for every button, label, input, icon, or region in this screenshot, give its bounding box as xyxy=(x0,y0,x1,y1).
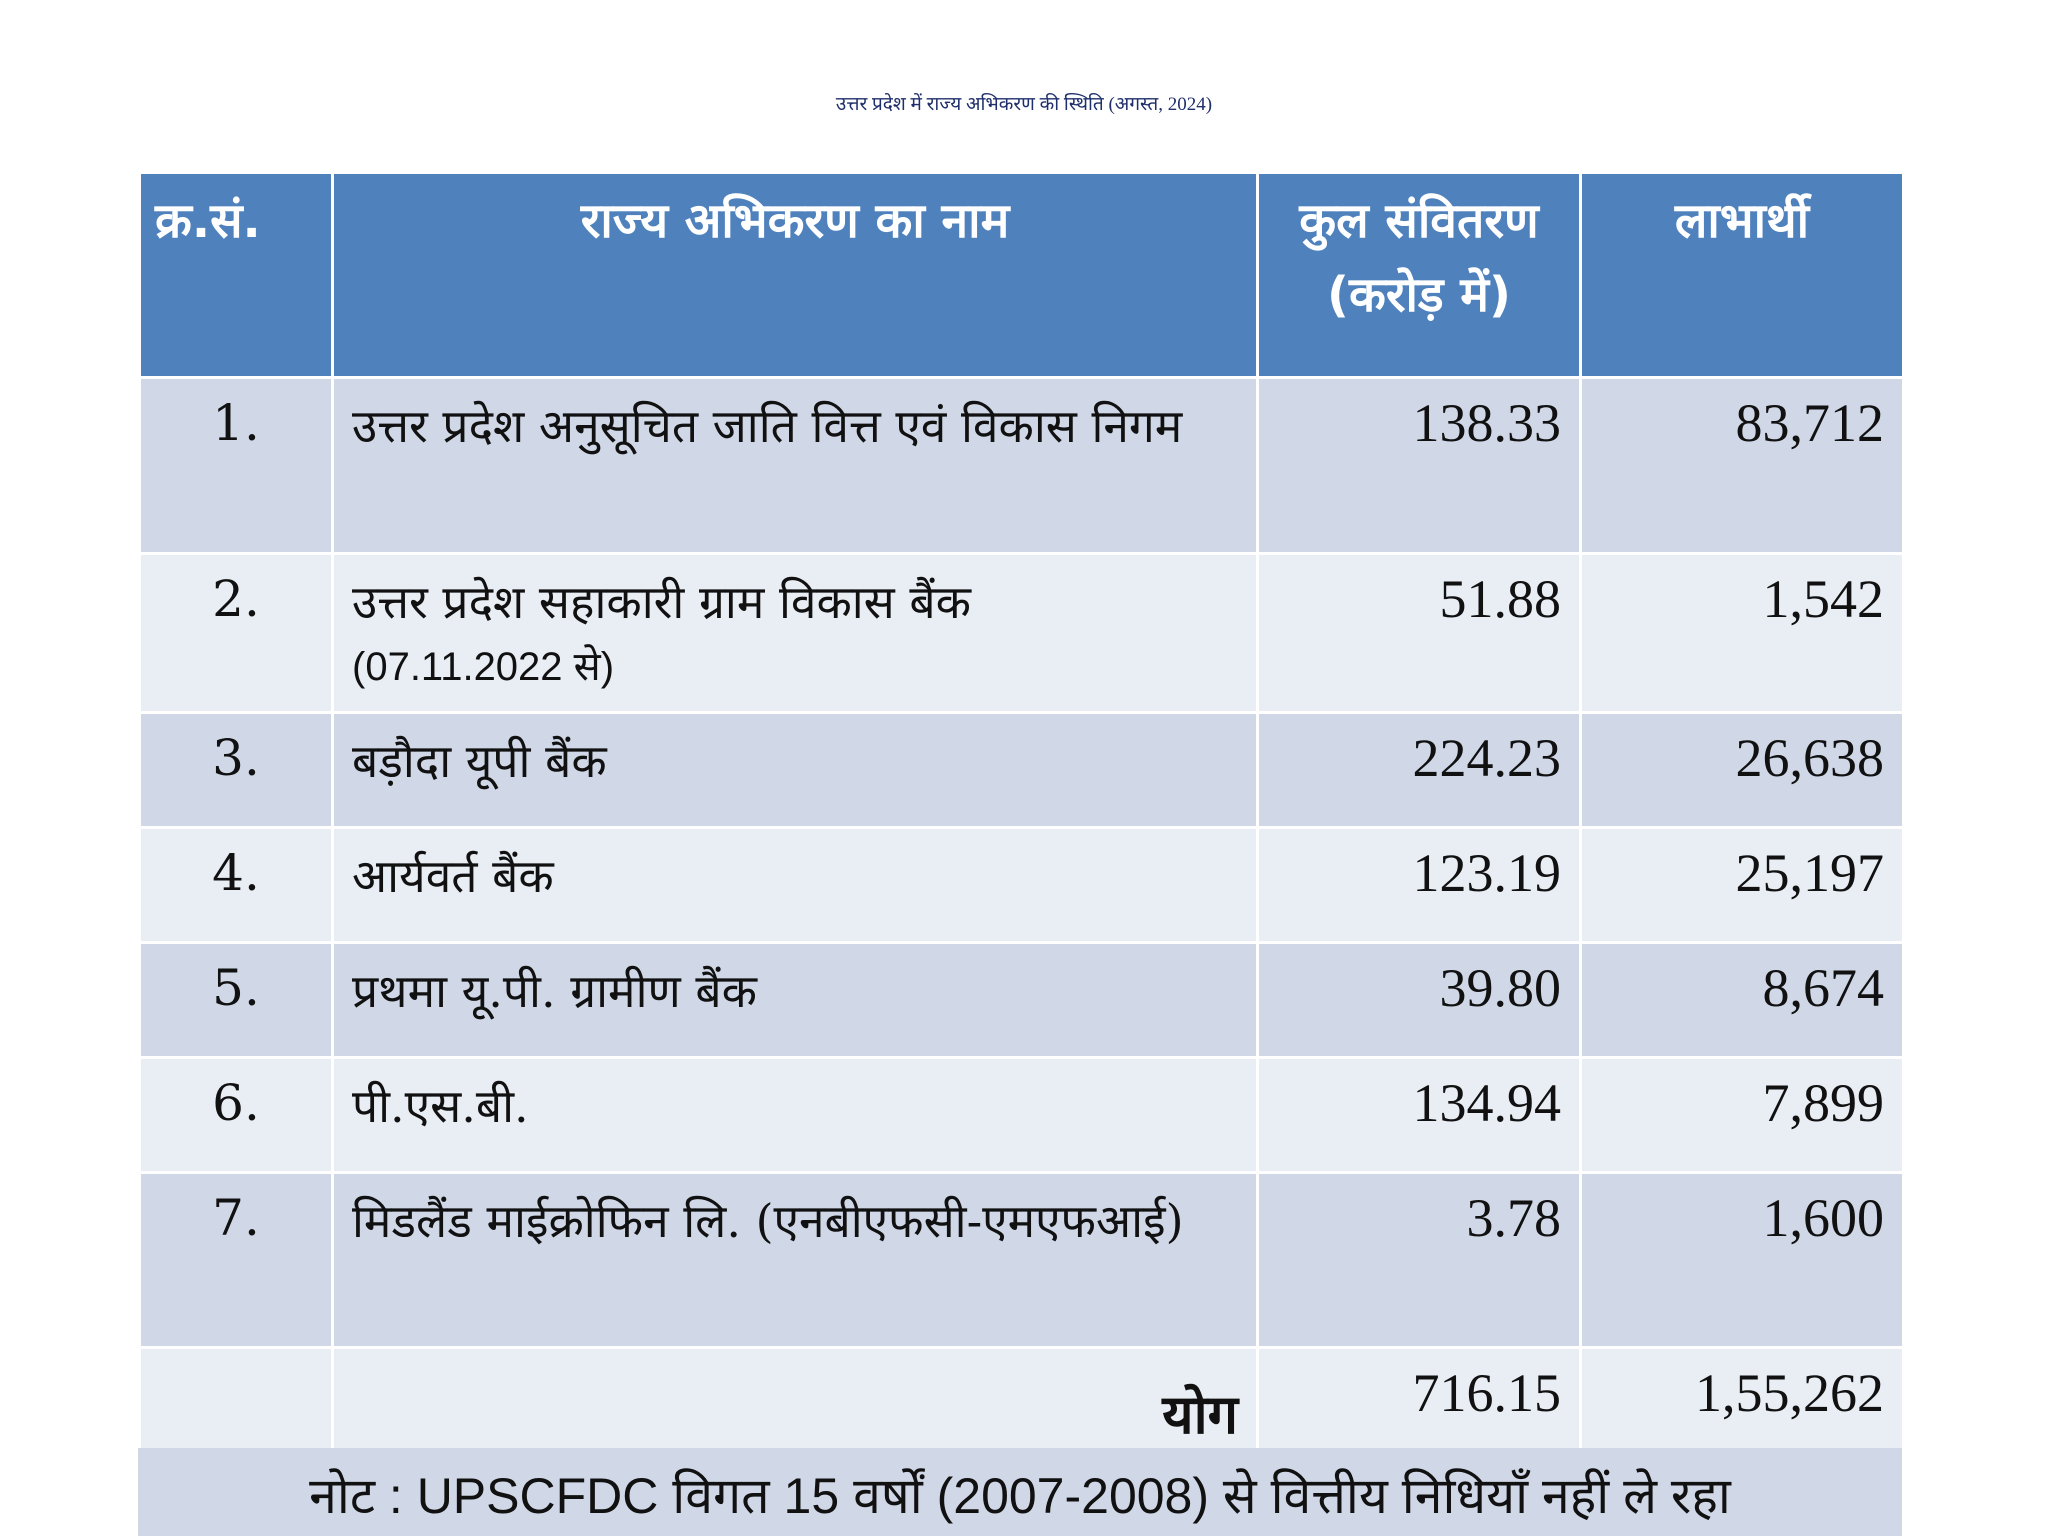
total-empty-cell xyxy=(138,1346,334,1464)
row-serial-number: 2. xyxy=(138,552,334,714)
agency-name-text: उत्तर प्रदेश सहाकारी ग्राम विकास बैंक xyxy=(352,575,971,629)
row-agency-name: प्रथमा यू.पी. ग्रामीण बैंक xyxy=(331,941,1259,1059)
table-row: 6. पी.एस.बी. 134.94 7,899 xyxy=(138,1056,1905,1174)
row-amount: 39.80 xyxy=(1256,941,1582,1059)
total-amount: 716.15 xyxy=(1256,1346,1582,1464)
row-serial-number: 7. xyxy=(138,1171,334,1349)
footnote: नोट : UPSCFDC विगत 15 वर्षों (2007-2008)… xyxy=(138,1448,1902,1536)
table-header-row: क्र.सं. राज्य अभिकरण का नाम कुल संवितरण … xyxy=(138,171,1905,379)
table-row: 7. मिडलैंड माईक्रोफिन लि. (एनबीएफसी-एमएफ… xyxy=(138,1171,1905,1349)
table-row: 4. आर्यवर्त बैंक 123.19 25,197 xyxy=(138,826,1905,944)
agency-name-text: पी.एस.बी. xyxy=(352,1079,529,1133)
header-amount-line2: (करोड़ में) xyxy=(1327,267,1511,323)
row-amount: 224.23 xyxy=(1256,711,1582,829)
row-amount: 123.19 xyxy=(1256,826,1582,944)
row-beneficiaries: 7,899 xyxy=(1579,1056,1905,1174)
total-row: योग 716.15 1,55,262 xyxy=(138,1346,1905,1464)
table-row: 3. बड़ौदा यूपी बैंक 224.23 26,638 xyxy=(138,711,1905,829)
agency-name-subtext: (07.11.2022 से) xyxy=(352,645,615,689)
row-serial-number: 4. xyxy=(138,826,334,944)
header-agency-name: राज्य अभिकरण का नाम xyxy=(331,171,1259,379)
total-label: योग xyxy=(331,1346,1259,1464)
row-beneficiaries: 1,542 xyxy=(1579,552,1905,714)
header-total-disbursement: कुल संवितरण (करोड़ में) xyxy=(1256,171,1582,379)
row-amount: 3.78 xyxy=(1256,1171,1582,1349)
page-title: उत्तर प्रदेश में राज्य अभिकरण की स्थिति … xyxy=(835,94,1213,115)
row-beneficiaries: 1,600 xyxy=(1579,1171,1905,1349)
row-agency-name: मिडलैंड माईक्रोफिन लि. (एनबीएफसी-एमएफआई) xyxy=(331,1171,1259,1349)
row-amount: 134.94 xyxy=(1256,1056,1582,1174)
agency-name-text: उत्तर प्रदेश अनुसूचित जाति वित्त एवं विक… xyxy=(352,399,1183,453)
agency-table: क्र.सं. राज्य अभिकरण का नाम कुल संवितरण … xyxy=(138,171,1905,1464)
agency-name-text: प्रथमा यू.पी. ग्रामीण बैंक xyxy=(352,964,757,1018)
row-beneficiaries: 26,638 xyxy=(1579,711,1905,829)
header-serial-number: क्र.सं. xyxy=(138,171,334,379)
row-serial-number: 5. xyxy=(138,941,334,1059)
row-amount: 138.33 xyxy=(1256,376,1582,555)
row-beneficiaries: 83,712 xyxy=(1579,376,1905,555)
header-beneficiaries: लाभार्थी xyxy=(1579,171,1905,379)
agency-name-text: मिडलैंड माईक्रोफिन लि. (एनबीएफसी-एमएफआई) xyxy=(352,1194,1184,1248)
row-agency-name: उत्तर प्रदेश अनुसूचित जाति वित्त एवं विक… xyxy=(331,376,1259,555)
row-serial-number: 3. xyxy=(138,711,334,829)
agency-name-text: बड़ौदा यूपी बैंक xyxy=(352,734,607,788)
row-serial-number: 1. xyxy=(138,376,334,555)
table-row: 2. उत्तर प्रदेश सहाकारी ग्राम विकास बैंक… xyxy=(138,552,1905,714)
table-row: 1. उत्तर प्रदेश अनुसूचित जाति वित्त एवं … xyxy=(138,376,1905,555)
agency-name-text: आर्यवर्त बैंक xyxy=(352,849,554,903)
header-amount-line1: कुल संवितरण xyxy=(1299,193,1539,249)
row-beneficiaries: 25,197 xyxy=(1579,826,1905,944)
row-agency-name: पी.एस.बी. xyxy=(331,1056,1259,1174)
row-serial-number: 6. xyxy=(138,1056,334,1174)
row-agency-name: बड़ौदा यूपी बैंक xyxy=(331,711,1259,829)
row-agency-name: उत्तर प्रदेश सहाकारी ग्राम विकास बैंक (0… xyxy=(331,552,1259,714)
row-amount: 51.88 xyxy=(1256,552,1582,714)
row-beneficiaries: 8,674 xyxy=(1579,941,1905,1059)
row-agency-name: आर्यवर्त बैंक xyxy=(331,826,1259,944)
table-row: 5. प्रथमा यू.पी. ग्रामीण बैंक 39.80 8,67… xyxy=(138,941,1905,1059)
total-beneficiaries: 1,55,262 xyxy=(1579,1346,1905,1464)
